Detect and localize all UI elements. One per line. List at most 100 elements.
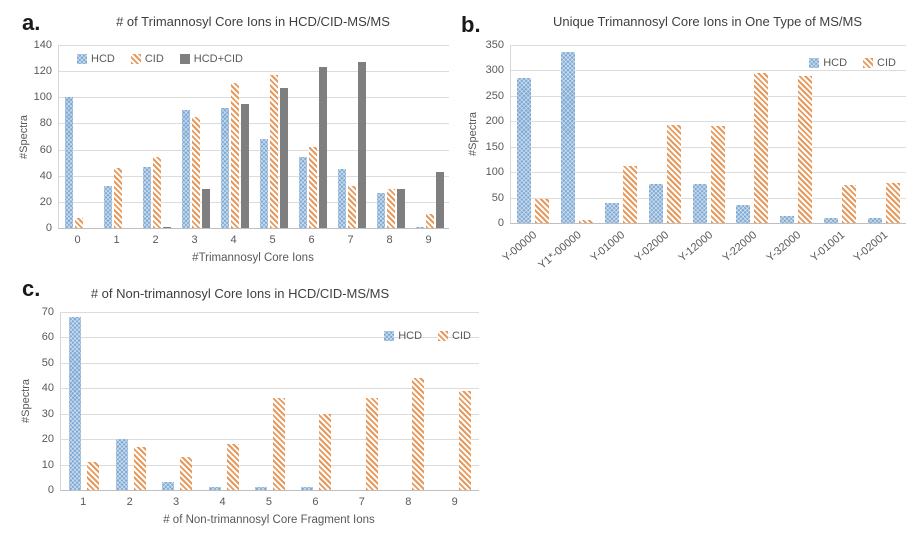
gridline [59,71,449,73]
bar-hcd [259,139,268,228]
x-axis-tick-label: Y-00000 [500,229,540,265]
x-axis-tick: 7 [331,234,370,249]
legend-swatch-hcd [77,54,87,64]
bar-hcd [415,226,424,228]
y-axis-tick: 10 [41,458,54,471]
legend-label: HCD [823,57,848,69]
y-axis-tick: 30 [41,407,54,420]
gridline [61,312,479,313]
legend-swatch-hcd [384,331,395,341]
chart-title: # of Trimannosyl Core Ions in HCD/CID-MS… [116,14,390,29]
x-axis-tick-label: 2 [152,234,159,246]
bar-group [59,45,98,228]
x-axis-label: # of Non-trimannosyl Core Fragment Ions [163,514,375,526]
gridline [59,97,449,99]
y-axis-tick: 60 [41,331,54,344]
panel-label-c: c. [22,276,41,301]
x-axis-tick: 4 [199,496,245,512]
bars [59,45,449,228]
x-axis-tick: 3 [175,234,214,249]
x-axis-tick: 1 [60,496,106,512]
bar-cid [578,220,593,223]
x-axis-tick: 5 [253,234,292,249]
x-axis-tick: 9 [409,234,448,249]
x-axis-tick-label: 2 [126,496,133,508]
bar-hcd-cid [279,88,288,228]
y-axis-tick: 20 [39,195,52,208]
bar-group [154,312,200,490]
y-axis-ticks: 70 60 50 40 30 20 10 0 [14,306,54,496]
x-axis-ticks: 0 1 2 3 4 5 6 7 8 9 [58,234,448,249]
x-axis-tick-label: 9 [451,496,458,508]
y-axis-tick: 100 [485,166,504,179]
x-axis-tick-label: 9 [425,234,432,246]
chart-panel-c: c. # of Non-trimannosyl Core Ions in HCD… [14,276,484,532]
bar-cid [412,378,425,490]
y-axis-tick: 100 [33,91,52,104]
bar-group [818,45,862,223]
y-axis-tick: 350 [485,39,504,51]
bar-group [332,45,371,228]
gridline [511,95,906,97]
chart-panel-a: a. # of Trimannosyl Core Ions in HCD/CID… [14,6,464,272]
legend-item: HCD [384,330,422,342]
gridline [59,123,449,125]
legend-label: HCD [398,330,423,342]
x-axis-tick: 9 [432,496,478,512]
y-axis-tick: 50 [491,191,504,204]
bar-group [386,312,432,490]
gridline [61,464,479,466]
bar-hcd [115,439,128,490]
y-axis-tick: 40 [41,382,54,395]
x-axis-tick-label: 6 [312,496,319,508]
bar-hcd [868,218,883,223]
bar-hcd [692,183,707,223]
bar-hcd [516,78,531,223]
x-axis-tick-label: 0 [74,234,81,246]
bar-group [862,45,906,223]
y-axis-tick: 140 [33,39,52,51]
y-axis-tick: 50 [41,356,54,369]
gridline [511,197,906,199]
x-axis-tick-label: 6 [308,234,315,246]
x-axis-tick-label: 8 [386,234,393,246]
bar-cid [386,188,395,228]
y-axis-tick: 150 [485,140,504,153]
bar-cid [226,444,239,490]
gridline [511,70,906,72]
gridline [511,121,906,123]
legend-label: CID [877,57,896,69]
bar-group [247,312,293,490]
x-axis-tick: 7 [339,496,385,512]
bar-hcd [301,487,314,490]
bar-hcd-cid [162,226,171,228]
bar-cid [754,73,769,223]
bar-cid [133,446,146,490]
chart-title: Unique Trimannosyl Core Ions in One Type… [552,14,862,29]
x-axis-tick: 1 [97,234,136,249]
bar-hcd [337,169,346,228]
bar-group [215,45,254,228]
bar-group [599,45,643,223]
bar-cid [347,186,356,228]
x-axis-ticks: Y-00000 Y1*-00000 Y-01000 Y-02000 Y-12000 Y-2… [501,225,905,281]
legend-item: CID [863,57,896,69]
bar-cid [710,125,725,223]
panel-label-a: a. [22,10,41,35]
bar-hcd [69,317,82,490]
legend-swatch-cid [863,58,874,68]
legend-swatch-both [179,54,190,64]
x-axis-tick: 2 [106,496,152,512]
gridline [59,45,449,46]
bar-cid [534,199,549,223]
bar-hcd [208,487,221,490]
bar-hcd [142,166,151,228]
bar-cid [666,124,681,223]
gridline [61,337,479,339]
bar-group [176,45,215,228]
x-axis-ticks: 1 2 3 4 5 6 7 8 9 [60,496,478,512]
x-axis-tick: 8 [370,234,409,249]
x-axis-tick: 0 [58,234,97,249]
gridline [511,172,906,174]
legend: HCD CID [809,57,896,69]
